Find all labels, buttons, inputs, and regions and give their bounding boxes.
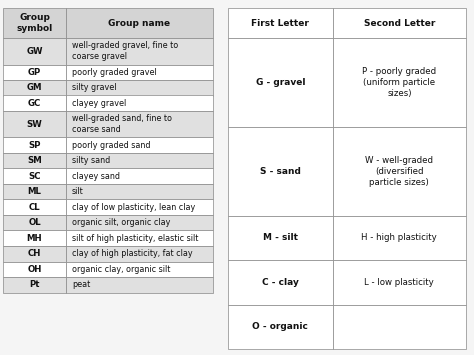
- Bar: [66, 38, 213, 65]
- Bar: [66, 230, 213, 246]
- Bar: [3, 153, 66, 169]
- Bar: [66, 153, 213, 169]
- Text: GC: GC: [28, 99, 41, 108]
- Bar: [66, 80, 213, 95]
- Bar: [3, 184, 66, 200]
- Bar: [3, 230, 66, 246]
- Bar: [66, 8, 213, 38]
- Bar: [333, 305, 466, 349]
- Bar: [66, 65, 213, 80]
- Bar: [333, 38, 466, 127]
- Text: silt of high plasticity, elastic silt: silt of high plasticity, elastic silt: [72, 234, 199, 243]
- Bar: [228, 305, 333, 349]
- Bar: [228, 216, 333, 260]
- Text: well-graded gravel, fine to
coarse gravel: well-graded gravel, fine to coarse grave…: [72, 41, 178, 61]
- Text: MH: MH: [27, 234, 42, 243]
- Bar: [3, 111, 66, 137]
- Bar: [66, 184, 213, 200]
- Text: SC: SC: [28, 172, 41, 181]
- Text: peat: peat: [72, 280, 90, 289]
- Text: silt: silt: [72, 187, 84, 196]
- Bar: [333, 216, 466, 260]
- Text: well-graded sand, fine to
coarse sand: well-graded sand, fine to coarse sand: [72, 114, 172, 134]
- Text: CL: CL: [29, 203, 40, 212]
- Text: W - well-graded
(diversified
particle sizes): W - well-graded (diversified particle si…: [365, 156, 433, 187]
- Bar: [66, 169, 213, 184]
- Text: silty sand: silty sand: [72, 156, 110, 165]
- Bar: [66, 137, 213, 153]
- Text: P - poorly graded
(uniform particle
sizes): P - poorly graded (uniform particle size…: [362, 67, 437, 98]
- Text: clayey gravel: clayey gravel: [72, 99, 126, 108]
- Bar: [333, 260, 466, 305]
- Bar: [66, 246, 213, 262]
- Text: SP: SP: [28, 141, 41, 150]
- Text: Pt: Pt: [29, 280, 40, 289]
- Bar: [3, 65, 66, 80]
- Bar: [3, 215, 66, 230]
- Text: clayey sand: clayey sand: [72, 172, 120, 181]
- Bar: [66, 262, 213, 277]
- Text: organic clay, organic silt: organic clay, organic silt: [72, 265, 170, 274]
- Text: SW: SW: [27, 120, 42, 129]
- Text: H - high plasticity: H - high plasticity: [362, 234, 437, 242]
- Text: clay of low plasticity, lean clay: clay of low plasticity, lean clay: [72, 203, 195, 212]
- Text: organic silt, organic clay: organic silt, organic clay: [72, 218, 170, 227]
- Bar: [3, 38, 66, 65]
- Bar: [3, 8, 66, 38]
- Text: OH: OH: [27, 265, 42, 274]
- Bar: [228, 8, 333, 38]
- Bar: [3, 169, 66, 184]
- Bar: [333, 8, 466, 38]
- Text: First Letter: First Letter: [251, 18, 310, 27]
- Text: GM: GM: [27, 83, 42, 92]
- Bar: [228, 127, 333, 216]
- Bar: [66, 200, 213, 215]
- Text: S - sand: S - sand: [260, 167, 301, 176]
- Bar: [3, 262, 66, 277]
- Bar: [66, 95, 213, 111]
- Text: ML: ML: [27, 187, 41, 196]
- Bar: [3, 137, 66, 153]
- Text: O - organic: O - organic: [253, 322, 308, 331]
- Text: GP: GP: [28, 68, 41, 77]
- Text: poorly graded sand: poorly graded sand: [72, 141, 151, 150]
- Bar: [228, 260, 333, 305]
- Text: Second Letter: Second Letter: [364, 18, 435, 27]
- Text: C - clay: C - clay: [262, 278, 299, 287]
- Text: Group name: Group name: [109, 18, 171, 27]
- Text: L - low plasticity: L - low plasticity: [365, 278, 434, 287]
- Text: poorly graded gravel: poorly graded gravel: [72, 68, 157, 77]
- Text: OL: OL: [28, 218, 41, 227]
- Text: clay of high plasticity, fat clay: clay of high plasticity, fat clay: [72, 249, 192, 258]
- Text: Group
symbol: Group symbol: [17, 13, 53, 33]
- Bar: [3, 95, 66, 111]
- Bar: [66, 277, 213, 293]
- Bar: [66, 111, 213, 137]
- Bar: [333, 127, 466, 216]
- Text: G - gravel: G - gravel: [255, 78, 305, 87]
- Bar: [3, 200, 66, 215]
- Bar: [3, 277, 66, 293]
- Bar: [3, 80, 66, 95]
- Bar: [66, 215, 213, 230]
- Text: SM: SM: [27, 156, 42, 165]
- Text: CH: CH: [28, 249, 41, 258]
- Text: GW: GW: [26, 47, 43, 56]
- Bar: [3, 246, 66, 262]
- Bar: [228, 38, 333, 127]
- Text: M - silt: M - silt: [263, 234, 298, 242]
- Text: silty gravel: silty gravel: [72, 83, 117, 92]
